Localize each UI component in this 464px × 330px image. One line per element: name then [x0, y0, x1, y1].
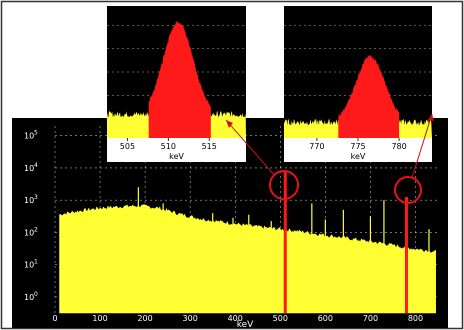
x-tick-label: 800 [408, 314, 423, 323]
inset-x-tick-label: 770 [309, 142, 324, 151]
main-x-tick-labels: 0 100 200 300 400 500 600 700 800 [52, 314, 423, 323]
main-x-axis-label: keV [237, 320, 254, 330]
pointer-arrowhead-511 [226, 120, 233, 128]
y-tick-label: 10 [24, 228, 34, 237]
x-tick-label: 700 [363, 314, 378, 323]
y-tick-label: 10 [24, 164, 34, 173]
y-tick-label: 10 [24, 132, 34, 141]
x-tick-label: 0 [52, 314, 57, 323]
inset-axis-strip [284, 138, 432, 162]
highlight-circle-778 [394, 176, 422, 204]
x-tick-label: 600 [318, 314, 333, 323]
inset-x-tick-label: 505 [120, 142, 135, 151]
inset-peak-area [148, 20, 211, 138]
callout-annotations [225, 113, 434, 204]
x-tick-label: 500 [273, 314, 288, 323]
pointer-line-511 [225, 119, 276, 177]
y-tick-exponent: 0 [34, 291, 38, 298]
x-tick-label: 100 [92, 314, 107, 323]
y-tick-exponent: 5 [34, 130, 38, 137]
main-peak-lines [137, 171, 430, 313]
y-tick-label: 10 [24, 293, 34, 302]
inset-axis-strip [107, 138, 246, 162]
inset-x-axis-label: keV [351, 152, 366, 161]
y-tick-exponent: 1 [34, 259, 38, 266]
x-tick-label: 400 [228, 314, 243, 323]
y-tick-exponent: 3 [34, 194, 38, 201]
highlight-circle-511 [269, 170, 299, 200]
inset-chart-511: 505 510 515 keV [107, 6, 246, 162]
inset-x-tick-label: 515 [202, 142, 217, 151]
inset-x-tick-label: 510 [161, 142, 176, 151]
y-tick-label: 10 [24, 196, 34, 205]
inset-x-tick-label: 780 [391, 142, 406, 151]
pointer-line-778 [411, 113, 433, 179]
x-tick-label: 200 [137, 314, 152, 323]
inset-x-tick-label: 775 [350, 142, 365, 151]
inset-x-axis-label: keV [169, 152, 184, 161]
pointer-arrowhead-778 [428, 114, 434, 121]
y-tick-exponent: 4 [34, 162, 38, 169]
y-tick-exponent: 2 [34, 226, 38, 233]
x-tick-label: 300 [183, 314, 198, 323]
inset-peak-area [338, 54, 400, 138]
inset-chart-778: 770 775 780 keV [284, 6, 432, 162]
y-tick-label: 10 [24, 261, 34, 270]
